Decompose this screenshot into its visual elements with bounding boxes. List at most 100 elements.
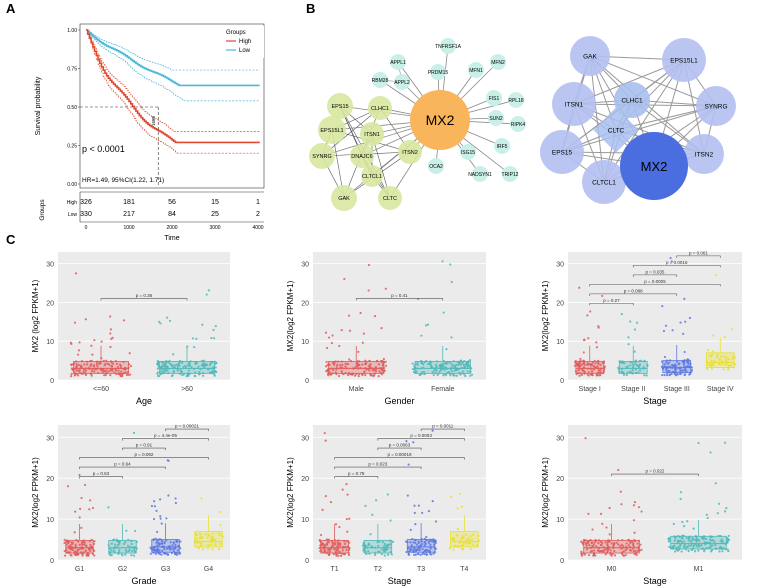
data-point xyxy=(405,440,408,443)
data-point xyxy=(64,554,67,557)
data-point xyxy=(440,364,444,367)
data-point xyxy=(587,374,590,377)
data-point xyxy=(188,369,191,372)
data-point xyxy=(413,504,416,507)
km-curve-high xyxy=(86,29,260,144)
data-point xyxy=(461,548,464,551)
km-yticks: 1.00 0.75 0.50 0.25 0.00 xyxy=(67,28,80,188)
data-point xyxy=(152,517,156,521)
data-point xyxy=(702,537,706,540)
boxplot-ylabel: MX2(log2 FPKM+1) xyxy=(541,457,550,528)
data-point xyxy=(443,368,446,371)
data-point xyxy=(587,337,590,340)
data-point xyxy=(129,373,132,376)
data-point xyxy=(67,541,70,544)
data-point xyxy=(133,549,136,553)
data-point xyxy=(685,537,688,540)
boxplot-3: 30 20 10 0 MX2(log2 FPKM+1) G1 G2 G3 G4 Grade p = … xyxy=(31,424,230,586)
boxplot-bg xyxy=(313,425,486,560)
boxplot-xlabel: Age xyxy=(136,396,152,406)
comparison-bracket xyxy=(589,293,678,296)
data-point xyxy=(434,363,438,367)
data-point xyxy=(78,516,81,519)
data-point xyxy=(331,545,334,548)
data-point xyxy=(417,504,420,507)
data-point xyxy=(193,346,196,349)
data-point xyxy=(329,501,333,504)
data-point xyxy=(369,363,372,366)
boxplot-ylabel: MX2 (log2 FPKM+1) xyxy=(31,279,40,352)
data-point xyxy=(381,548,384,551)
network-node xyxy=(372,72,388,88)
data-point xyxy=(364,374,367,377)
data-point xyxy=(714,543,717,547)
data-point xyxy=(632,545,635,548)
data-point xyxy=(680,550,683,553)
data-point xyxy=(423,544,426,547)
data-point xyxy=(676,541,679,544)
data-point xyxy=(587,512,590,515)
data-point xyxy=(93,370,96,373)
data-point xyxy=(127,373,130,377)
data-point xyxy=(108,363,111,366)
network-node-label: SUN2 xyxy=(489,116,503,122)
data-point xyxy=(687,544,691,547)
km-xtick: 3000 xyxy=(209,225,220,231)
data-point xyxy=(169,541,172,544)
data-point xyxy=(376,550,380,553)
data-point xyxy=(413,511,416,515)
data-point xyxy=(70,372,73,375)
data-point xyxy=(580,373,583,377)
data-point xyxy=(93,339,96,342)
data-point xyxy=(716,355,719,359)
boxplot-bg xyxy=(313,252,486,380)
data-point xyxy=(409,547,412,551)
data-point xyxy=(384,364,388,367)
data-point xyxy=(161,369,165,372)
data-point xyxy=(207,289,211,292)
data-point xyxy=(341,549,344,552)
data-point xyxy=(172,370,175,373)
km-ytick: 0.25 xyxy=(67,144,77,150)
data-point xyxy=(219,533,222,537)
data-point xyxy=(327,541,330,544)
km-median-label: 1680 xyxy=(151,115,156,126)
risk-header: Groups xyxy=(39,199,46,221)
data-point xyxy=(172,548,175,551)
data-point xyxy=(414,541,417,544)
data-point xyxy=(429,543,432,546)
data-point xyxy=(369,374,372,377)
network-right: GAK EPS15L1 ITSN1 CLHC1 SYNRG CLTC EPS15 ITSN2 C… xyxy=(540,36,736,204)
data-point xyxy=(77,364,80,367)
data-point xyxy=(627,336,630,339)
data-point xyxy=(585,363,589,367)
data-point xyxy=(425,535,428,539)
network-node xyxy=(540,130,584,174)
data-point xyxy=(80,542,83,546)
data-point xyxy=(601,294,604,298)
data-point xyxy=(332,553,335,556)
data-point xyxy=(78,543,81,546)
ytick: 0 xyxy=(305,558,309,565)
data-point xyxy=(669,256,672,260)
box xyxy=(575,360,605,374)
data-point xyxy=(110,364,113,367)
data-point xyxy=(580,363,584,366)
data-point xyxy=(132,431,136,434)
data-point xyxy=(589,310,592,313)
data-point xyxy=(599,373,602,377)
data-point xyxy=(667,540,670,543)
km-xtick: 1000 xyxy=(123,225,134,231)
data-point xyxy=(433,368,437,371)
data-point xyxy=(475,544,479,547)
data-point xyxy=(457,363,460,366)
data-point xyxy=(709,354,712,357)
data-point xyxy=(685,545,688,548)
p-value: p = 4.4e-05 xyxy=(154,433,177,438)
km-ytick: 0.00 xyxy=(67,182,77,188)
network-node xyxy=(394,74,410,90)
data-point xyxy=(149,552,152,555)
data-point xyxy=(70,367,74,370)
data-point xyxy=(633,328,636,331)
data-point xyxy=(78,341,81,344)
